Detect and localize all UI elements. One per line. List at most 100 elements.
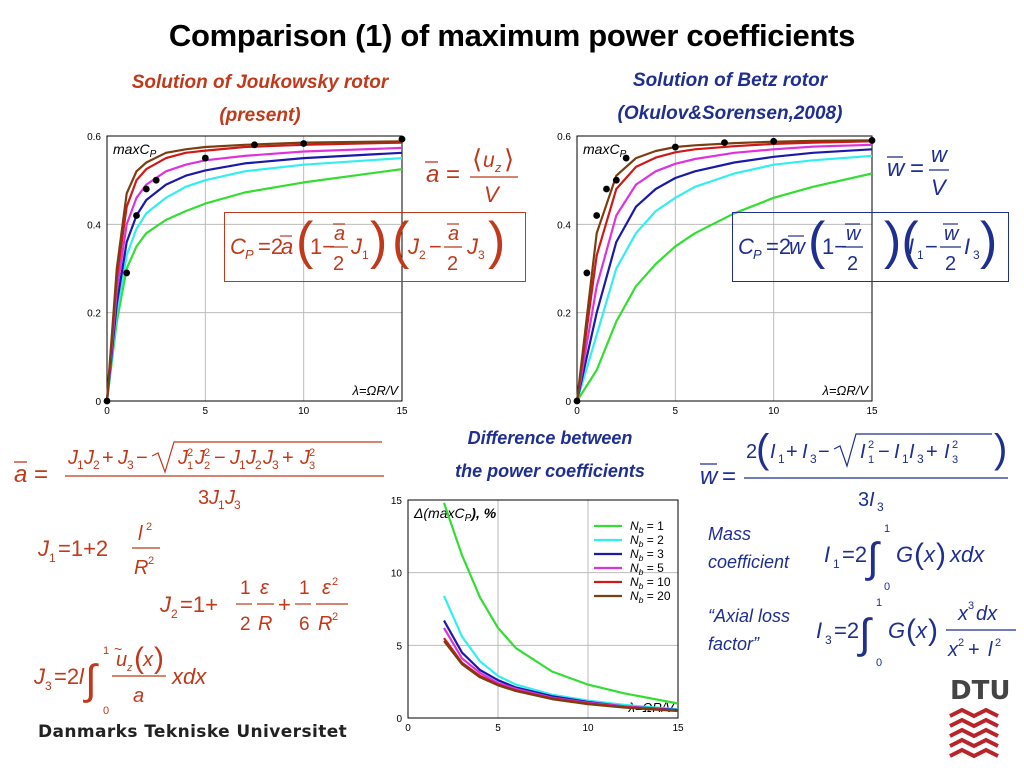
svg-text:(: ( <box>296 212 314 270</box>
svg-text:I: I <box>860 441 866 463</box>
difference-x-tick-label: 10 <box>582 723 594 734</box>
difference-x-tick-label: 15 <box>672 723 684 734</box>
svg-text:+: + <box>786 441 798 463</box>
mass-note-line1: Mass <box>708 524 752 544</box>
svg-text:ε: ε <box>322 577 332 599</box>
joukowsky-series-line-6 <box>105 140 403 402</box>
svg-text:1: 1 <box>240 578 251 599</box>
svg-text:=2: =2 <box>766 234 791 259</box>
joukowsky-series-line-3 <box>105 151 403 402</box>
svg-text:x: x <box>923 542 936 567</box>
svg-text:z: z <box>126 662 133 674</box>
joukowsky-marker-point <box>133 212 140 219</box>
formula-w-bar-definition: w = w V <box>887 142 949 200</box>
svg-text:3: 3 <box>825 633 832 647</box>
svg-text:ε: ε <box>260 577 270 599</box>
svg-text:C: C <box>738 234 754 259</box>
svg-text:1: 1 <box>77 458 84 472</box>
svg-text:2: 2 <box>952 439 958 451</box>
svg-text:w: w <box>789 234 807 259</box>
svg-text:∫: ∫ <box>857 610 873 657</box>
svg-text:w: w <box>887 155 906 182</box>
svg-text:I: I <box>824 542 830 567</box>
svg-text:=1+: =1+ <box>180 592 218 617</box>
mass-note-line2: coefficient <box>708 552 790 572</box>
svg-text:I: I <box>894 441 900 463</box>
svg-text:1: 1 <box>833 557 840 571</box>
betz-series-line-1 <box>576 172 873 402</box>
svg-text:3: 3 <box>917 452 924 466</box>
svg-text:V: V <box>484 182 501 207</box>
svg-text:1: 1 <box>239 458 246 472</box>
joukowsky-y-tick-label: 0.2 <box>87 309 101 320</box>
svg-text:2: 2 <box>995 637 1001 649</box>
svg-text:2: 2 <box>309 447 315 459</box>
betz-marker-point <box>622 154 630 162</box>
svg-text:2: 2 <box>868 439 874 451</box>
svg-text:1: 1 <box>868 454 874 466</box>
svg-text:∫: ∫ <box>865 534 881 581</box>
betz-marker-point <box>583 269 591 277</box>
svg-text:G: G <box>888 618 905 643</box>
difference-legend-label: Nb = 3 <box>630 547 664 563</box>
formula-cp-betz-box <box>732 212 1009 282</box>
betz-y-tick-label: 0.4 <box>557 220 571 231</box>
betz-series-line-4 <box>575 143 873 402</box>
joukowsky-x-tick-label: 5 <box>203 406 209 417</box>
difference-inner-label: Δ(maxCP), % <box>413 505 497 524</box>
svg-text:+: + <box>926 441 938 463</box>
svg-text:l: l <box>988 639 993 661</box>
svg-text:x: x <box>957 603 969 625</box>
svg-text:(: ( <box>914 538 924 571</box>
svg-text:⟩: ⟩ <box>504 144 514 174</box>
difference-legend-label: Nb = 2 <box>630 533 664 549</box>
svg-text:G: G <box>896 542 913 567</box>
svg-text:+: + <box>968 639 980 661</box>
svg-text:a: a <box>448 223 459 245</box>
betz-x-tick-label: 10 <box>768 406 780 417</box>
svg-text:=2: =2 <box>258 234 283 259</box>
betz-y-tick-label: 0 <box>565 397 571 408</box>
svg-text:a: a <box>14 461 27 488</box>
svg-text:2: 2 <box>187 447 193 459</box>
difference-y-tick-label: 0 <box>396 714 402 725</box>
right-caption-line2: (Okulov&Sorensen,2008) <box>617 103 843 124</box>
svg-text:J: J <box>37 536 50 561</box>
svg-text:2: 2 <box>333 253 344 275</box>
svg-text:1: 1 <box>218 498 225 512</box>
svg-text:J: J <box>83 447 95 469</box>
svg-text:3: 3 <box>234 498 241 512</box>
svg-text:2: 2 <box>255 458 262 472</box>
joukowsky-marker-point <box>201 154 209 162</box>
svg-text:3: 3 <box>198 487 209 509</box>
svg-text:I: I <box>770 441 776 463</box>
svg-text:0: 0 <box>103 705 109 717</box>
betz-x-tick-label: 5 <box>673 406 679 417</box>
svg-text:2: 2 <box>146 521 152 533</box>
betz-inner-label: maxCP <box>583 141 627 160</box>
joukowsky-series-line-2 <box>105 157 403 402</box>
difference-y-tick-label: 5 <box>396 641 402 652</box>
svg-text:dx: dx <box>976 603 998 625</box>
difference-x-tick-label: 5 <box>495 723 501 734</box>
svg-text:J: J <box>177 447 189 469</box>
svg-text:2: 2 <box>945 253 956 275</box>
svg-text:−: − <box>925 234 938 259</box>
joukowsky-inner-label: maxCP <box>113 141 157 160</box>
formula-a-bar-definition: a = ⟨ u z ⟩ V <box>425 144 518 207</box>
joukowsky-marker-point <box>152 176 160 184</box>
svg-text:3: 3 <box>968 600 974 612</box>
svg-text:3: 3 <box>272 458 279 472</box>
svg-text:): ) <box>488 212 505 270</box>
svg-text:w: w <box>944 223 960 245</box>
svg-text:~: ~ <box>114 641 122 657</box>
svg-text:I: I <box>816 618 822 643</box>
svg-text:−: − <box>214 447 226 469</box>
svg-text:3: 3 <box>127 458 134 472</box>
